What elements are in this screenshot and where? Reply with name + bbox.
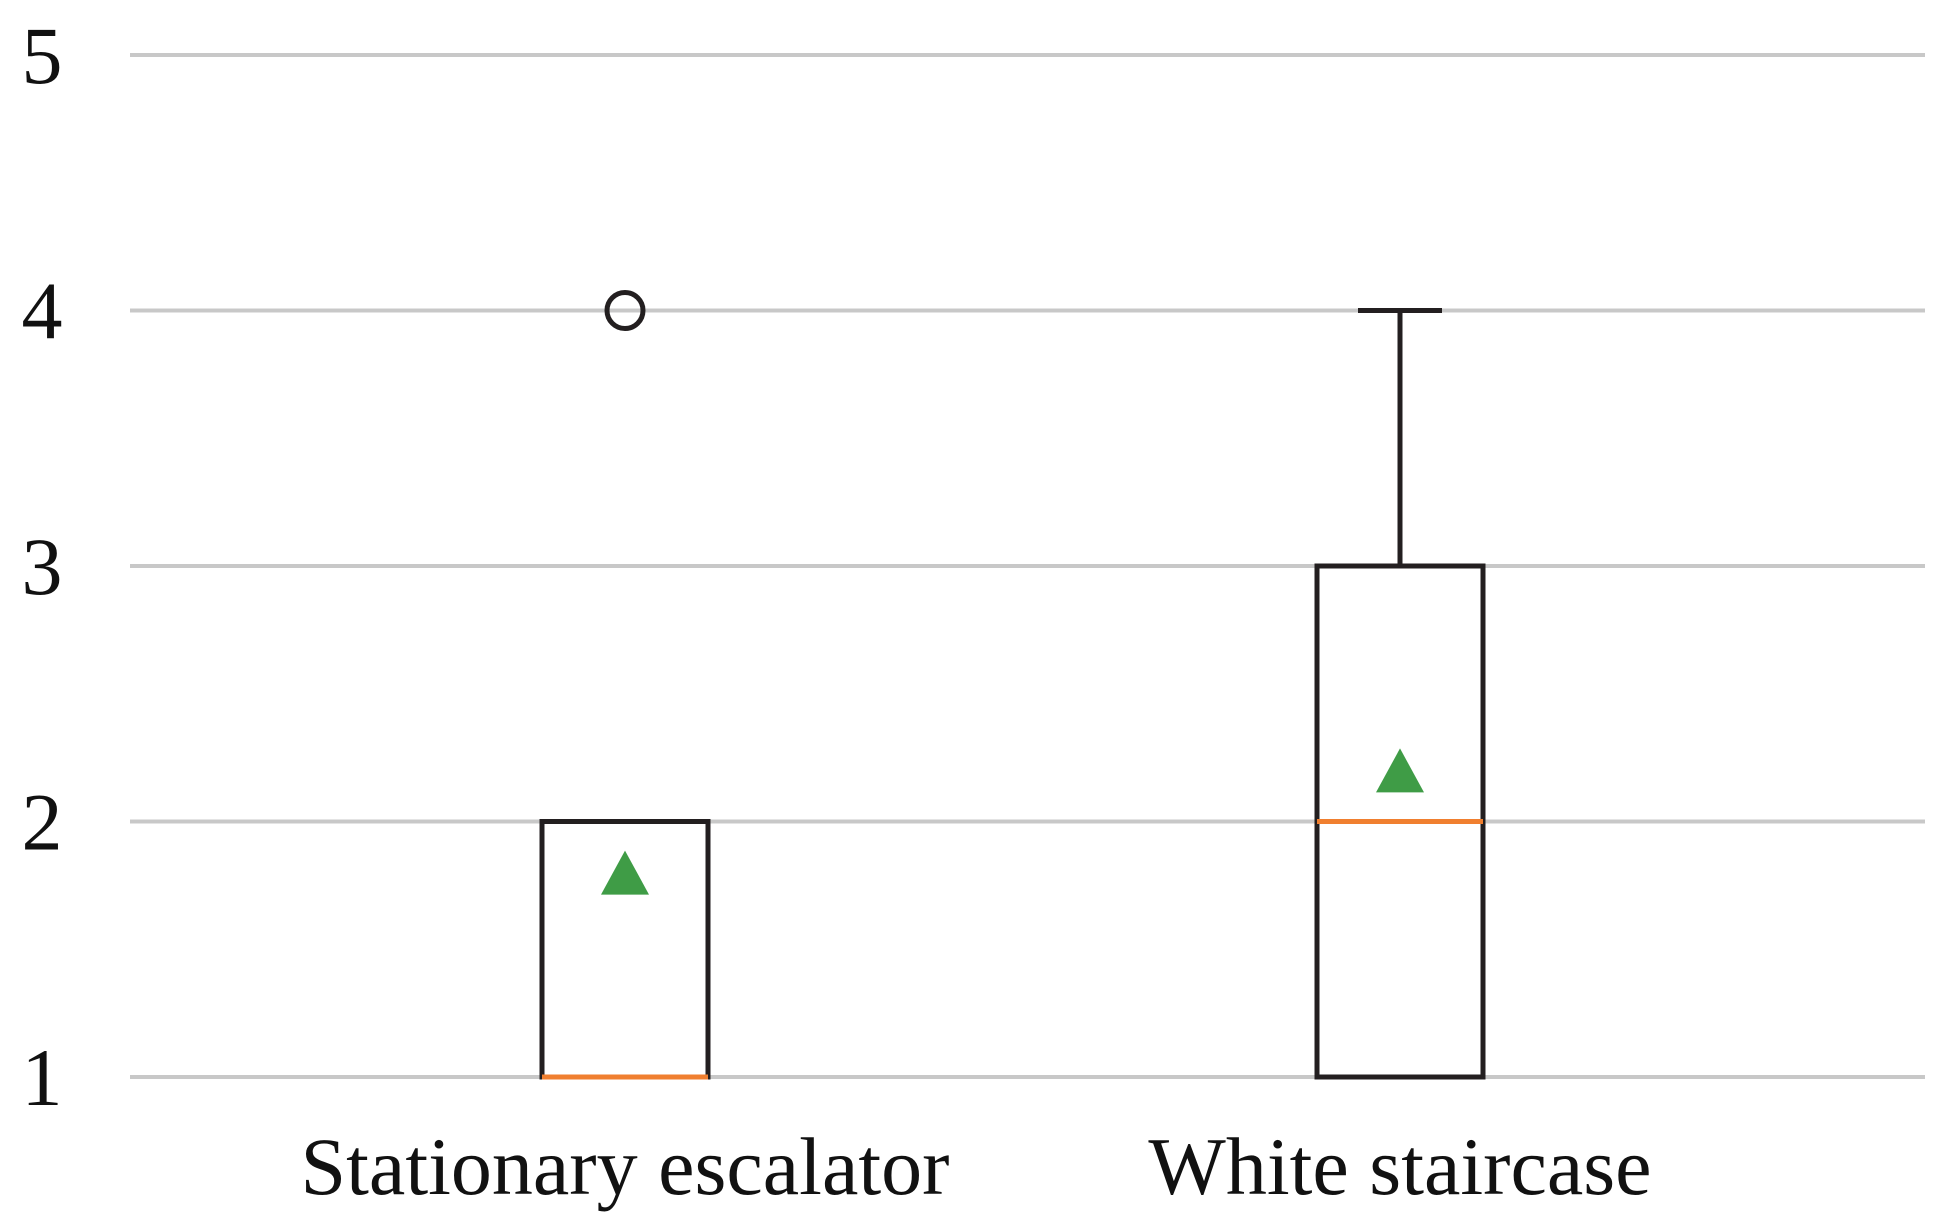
y-tick-label: 5 [22,10,63,101]
y-tick-label: 1 [22,1032,63,1123]
box-group [1314,308,1486,1080]
mean-marker [601,850,649,895]
y-tick-label: 2 [22,777,63,868]
x-category-label: White staircase [1148,1121,1651,1212]
mean-marker [1376,748,1424,793]
y-tick-label: 3 [22,521,63,612]
x-category-label: Stationary escalator [301,1121,950,1212]
y-tick-label: 4 [22,266,63,357]
y-axis-ticks: 1 2 3 4 5 [22,10,63,1123]
box-group [539,290,711,1080]
grid-lines [130,53,1925,1079]
x-axis-labels: Stationary escalator White staircase [301,1121,1652,1212]
boxes [539,290,1486,1080]
outlier-point [604,290,646,331]
